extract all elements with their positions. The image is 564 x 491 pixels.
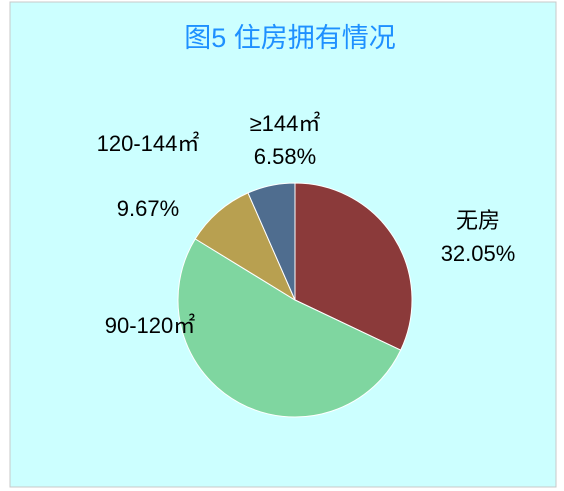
pie-slice bbox=[294, 182, 413, 351]
slice-label: 无房 bbox=[456, 208, 500, 233]
slice-label: 90-120㎡ bbox=[105, 313, 196, 338]
chart-title: 图5 住房拥有情况 bbox=[184, 23, 396, 53]
slice-value-label: 6.58% bbox=[254, 144, 316, 169]
pie-slice bbox=[177, 238, 402, 418]
pie-slice bbox=[247, 182, 296, 301]
slice-label: 120-144㎡ bbox=[97, 131, 200, 156]
slice-label: ≥144㎡ bbox=[250, 111, 321, 136]
slice-value-label: 9.67% bbox=[117, 196, 179, 221]
slice-value-label: 32.05% bbox=[441, 241, 516, 266]
